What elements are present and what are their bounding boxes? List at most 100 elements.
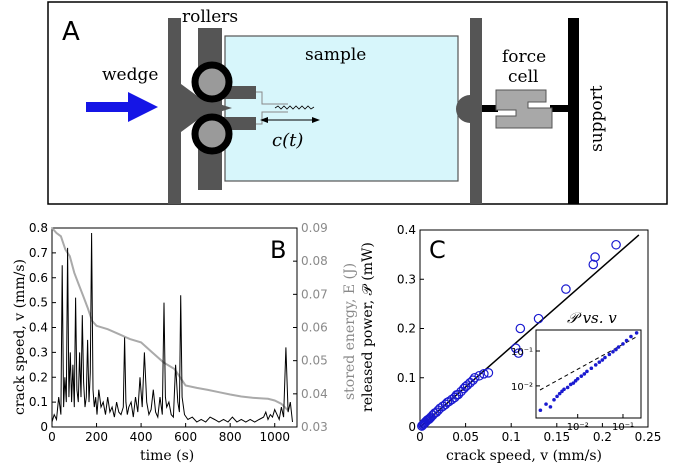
panel-a-letter: A bbox=[62, 17, 80, 47]
crack-line bbox=[274, 105, 315, 110]
rod-right bbox=[550, 105, 570, 112]
fit-line bbox=[419, 234, 640, 428]
y2-tick-label: 0.03 bbox=[301, 420, 328, 434]
y-tick-label: 0.5 bbox=[29, 296, 48, 310]
x-tick-label: 0.05 bbox=[452, 430, 479, 444]
inset-point bbox=[614, 347, 618, 352]
push-arrow bbox=[86, 92, 158, 122]
crack-arrow-left-head bbox=[260, 117, 268, 123]
y-tick-label: 0.4 bbox=[397, 223, 416, 237]
x-tick-label: 600 bbox=[174, 430, 197, 444]
data-point bbox=[468, 375, 478, 386]
inset-point bbox=[600, 358, 605, 362]
data-point bbox=[515, 323, 526, 334]
inset-point bbox=[616, 345, 621, 349]
data-point bbox=[453, 389, 464, 400]
data-point bbox=[510, 343, 521, 353]
cell-label: cell bbox=[508, 67, 538, 87]
inset-point bbox=[589, 366, 594, 371]
inset-point bbox=[585, 369, 589, 374]
y2-tick-label: 0.07 bbox=[301, 287, 328, 301]
lower-roller bbox=[191, 113, 233, 155]
inset-point bbox=[624, 338, 629, 343]
y2-tick-label: 0.09 bbox=[301, 221, 328, 235]
inset-point bbox=[571, 381, 576, 385]
inset-point bbox=[552, 397, 556, 402]
crack-label: c(t) bbox=[272, 130, 303, 151]
data-point bbox=[474, 370, 485, 381]
data-point bbox=[611, 239, 621, 250]
y-tick-label: 0.8 bbox=[29, 221, 48, 235]
x-tick-label: 0 bbox=[416, 430, 424, 444]
y2-tick-label: 0.08 bbox=[301, 254, 328, 268]
support-label: support bbox=[587, 85, 607, 152]
inset-point bbox=[607, 352, 612, 357]
data-point bbox=[561, 284, 571, 294]
y-tick-label: 0.2 bbox=[29, 370, 48, 384]
inset-point bbox=[582, 372, 587, 376]
upper-roller bbox=[191, 61, 233, 103]
support-bar bbox=[568, 18, 579, 204]
inset-point bbox=[629, 334, 633, 339]
inset-point bbox=[579, 374, 584, 378]
x-tick-label: 0.2 bbox=[593, 430, 612, 444]
inset-y-tick-label: 10⁻¹ bbox=[511, 347, 533, 358]
inset-x-tick-label: 10⁻² bbox=[567, 422, 589, 433]
panel-c-xlabel: crack speed, v (mm/s) bbox=[446, 448, 602, 464]
panel-b-y2label: stored energy, E (J) bbox=[342, 263, 358, 400]
inset-point bbox=[565, 385, 570, 390]
y-tick-label: 0 bbox=[40, 420, 48, 434]
inset-point bbox=[575, 376, 580, 381]
inset-y-tick-label: 10⁻² bbox=[511, 382, 533, 393]
y-tick-label: 0 bbox=[408, 420, 416, 434]
panel-b-letter: B bbox=[270, 236, 286, 264]
y-tick-label: 0.1 bbox=[29, 395, 48, 409]
data-point bbox=[479, 369, 489, 379]
notch-outline bbox=[256, 91, 288, 125]
x-tick-label: 0 bbox=[48, 430, 56, 444]
y-tick-label: 0.2 bbox=[397, 322, 416, 336]
y-tick-label: 0.3 bbox=[29, 345, 48, 359]
wedge-shape bbox=[181, 84, 232, 132]
y-tick-label: 0.1 bbox=[397, 371, 416, 385]
panel-c-letter: C bbox=[429, 236, 446, 264]
inset-point bbox=[611, 349, 615, 354]
panel-b: 0 200 400 600 800 1000 0 0.1 0.2 0.3 0.4 0.5 0.6 0.7 0… bbox=[12, 221, 358, 464]
crack-speed-series bbox=[51, 232, 293, 423]
stored-energy-series bbox=[51, 227, 289, 412]
x-tick-label: 400 bbox=[130, 430, 153, 444]
y-tick-label: 0.7 bbox=[29, 246, 48, 260]
y-tick-label: 0.4 bbox=[29, 321, 48, 335]
y-tick-label: 0.6 bbox=[29, 271, 48, 285]
data-point bbox=[590, 252, 600, 262]
y2-tick-label: 0.04 bbox=[301, 387, 328, 401]
sample-block bbox=[224, 35, 459, 182]
force-cell-body bbox=[495, 89, 553, 129]
x-tick-label: 1000 bbox=[259, 430, 290, 444]
inset-title: 𝒫 vs. v bbox=[567, 309, 617, 327]
inset-axes bbox=[535, 329, 642, 419]
data-point bbox=[588, 259, 599, 270]
sample-label: sample bbox=[305, 45, 366, 65]
inset-x-tick-label: 10⁻¹ bbox=[612, 422, 634, 433]
x-tick-label: 200 bbox=[85, 430, 108, 444]
panel-b-ylabel: crack speed, v (mm/s) bbox=[12, 259, 28, 415]
inset-point bbox=[634, 331, 639, 335]
wedge-plate bbox=[168, 18, 181, 204]
contact-knob bbox=[456, 95, 470, 123]
inset-point bbox=[562, 387, 566, 392]
rod-left bbox=[482, 105, 498, 112]
y2-tick-label: 0.05 bbox=[301, 354, 328, 368]
data-point bbox=[462, 380, 473, 390]
rollers-label: rollers bbox=[182, 7, 238, 27]
data-point bbox=[513, 348, 524, 358]
right-plate bbox=[470, 18, 482, 204]
data-point bbox=[483, 368, 494, 378]
inset-point bbox=[548, 405, 553, 409]
x-tick-label: 0.25 bbox=[635, 430, 662, 444]
panel-c-ylabel: released power, 𝒫 (mW) bbox=[360, 242, 376, 412]
x-tick-label: 0.15 bbox=[543, 430, 570, 444]
inset-point bbox=[593, 363, 598, 367]
crack-arrow-right-head bbox=[312, 117, 320, 123]
